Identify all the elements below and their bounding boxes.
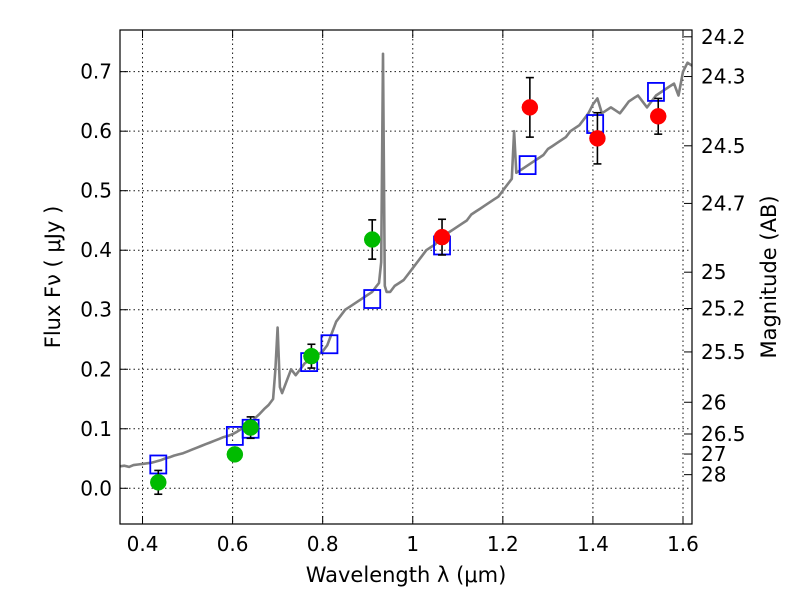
nir-data-point [433, 228, 451, 246]
y-right-tick-label: 25.5 [701, 340, 746, 364]
grid [120, 30, 692, 524]
y-axis-label: Flux Fν ( μJy ) [41, 206, 65, 349]
optical-data-point [303, 347, 320, 365]
y-tick-label: 0.2 [80, 357, 112, 381]
y-tick-label: 0.0 [80, 476, 112, 500]
x-tick-label: 1 [406, 532, 419, 556]
x-tick-label: 1.2 [487, 532, 519, 556]
x-tick-label: 0.4 [127, 532, 159, 556]
nir-data-point [649, 108, 667, 125]
x-tick-label: 1.6 [667, 532, 699, 556]
y-right-tick-label: 24.2 [701, 25, 746, 49]
y-right-tick-label: 26 [701, 390, 726, 414]
y-right-tick-label: 24.5 [701, 134, 746, 158]
x-tick-label: 1.4 [577, 532, 609, 556]
model-square-point [320, 334, 339, 355]
y-right-tick-label: 27 [701, 442, 726, 466]
model-square-point [518, 155, 537, 176]
x-axis-label: Wavelength λ (μm) [306, 563, 507, 587]
spectrum-line [120, 52, 692, 469]
y-right-tick-label: 25.2 [701, 297, 746, 321]
axis-ticks: 0.4 0.6 0.8 1 1.2 1.4 1.6 0.0 0.1 0.2 0.3 0.4 0.5 0.6… [80, 25, 745, 556]
y-tick-label: 0.7 [80, 60, 112, 84]
optical-data-point [242, 419, 259, 436]
y-right-tick-label: 28 [701, 463, 726, 487]
nir-data-point [589, 130, 606, 147]
y-tick-label: 0.3 [80, 298, 112, 322]
plot-area [120, 52, 692, 496]
y-tick-label: 0.5 [80, 179, 112, 203]
model-square-point [647, 81, 665, 102]
optical-data-point [150, 474, 167, 491]
model-square-point [363, 289, 382, 309]
optical-data-point [363, 231, 381, 248]
y-axis-right-label: Magnitude (AB) [757, 195, 781, 358]
y-right-tick-label: 25 [701, 260, 726, 284]
x-tick-label: 0.6 [217, 532, 249, 556]
x-tick-label: 0.8 [307, 532, 339, 556]
y-right-tick-label: 24.7 [701, 191, 746, 215]
plot-frame [119, 29, 693, 525]
nir-data-point [521, 99, 539, 116]
y-right-tick-label: 24.3 [701, 65, 746, 89]
optical-data-point [226, 446, 244, 463]
y-tick-label: 0.6 [80, 119, 112, 143]
y-tick-label: 0.1 [80, 417, 112, 441]
y-right-tick-label: 26.5 [701, 422, 746, 446]
y-tick-label: 0.4 [80, 238, 112, 262]
